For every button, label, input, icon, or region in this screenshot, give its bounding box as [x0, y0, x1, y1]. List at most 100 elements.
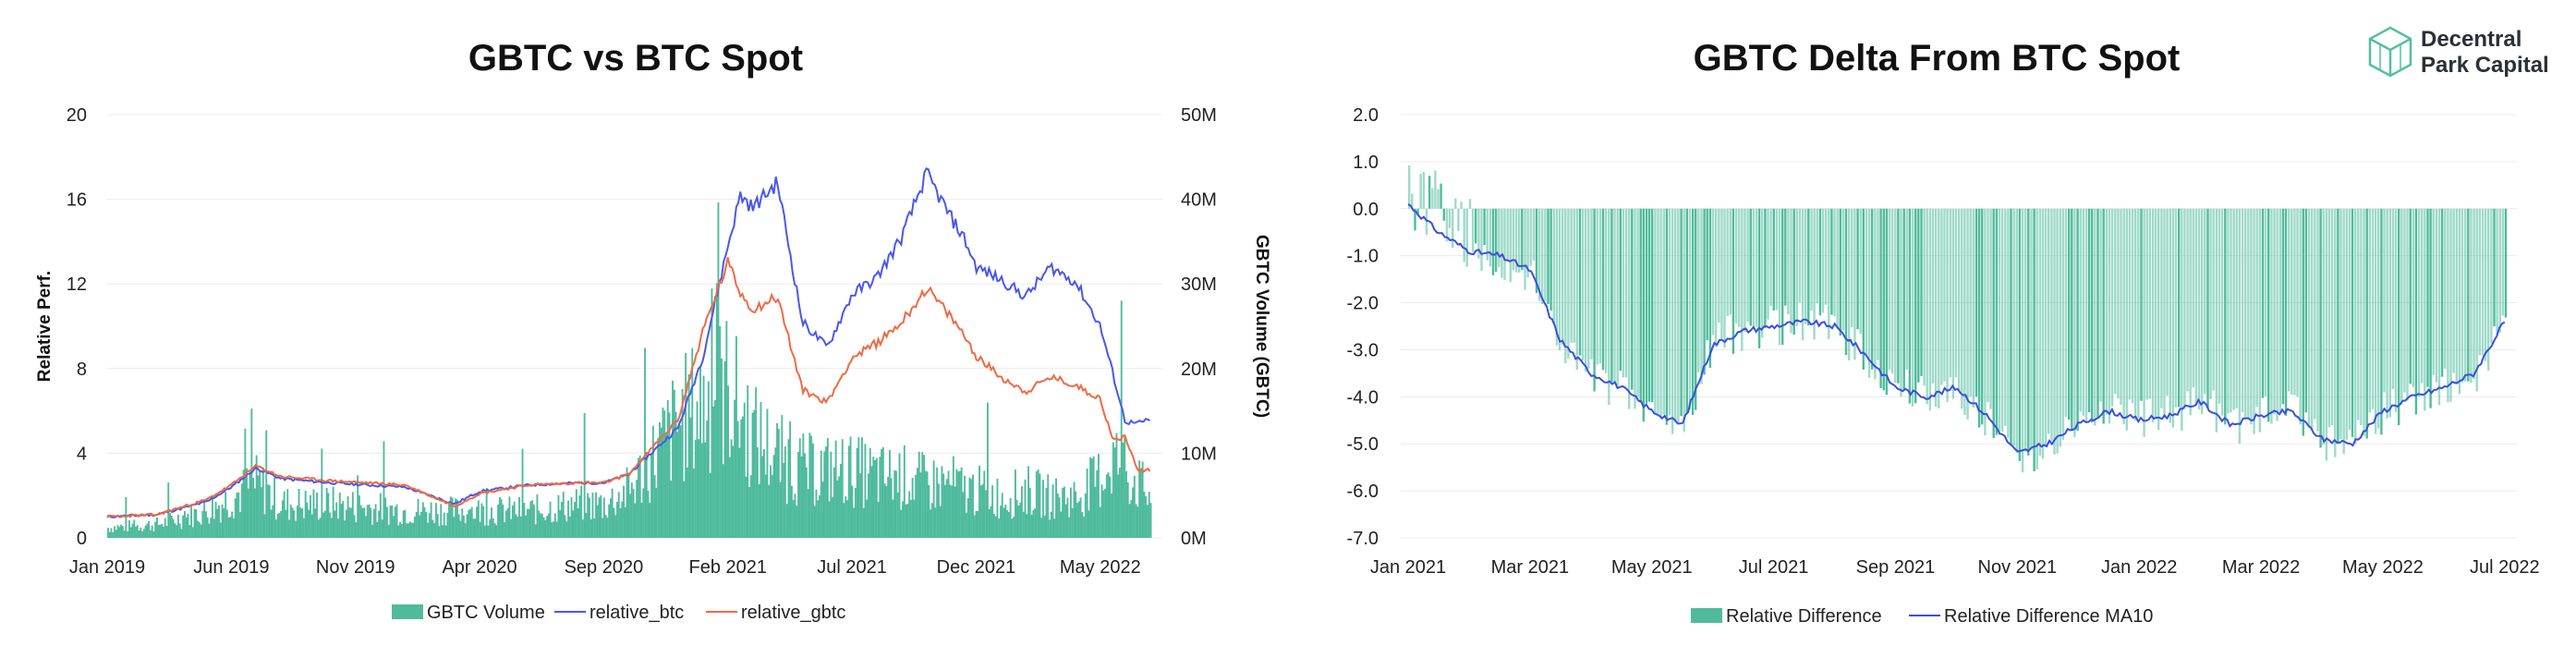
volume-bar	[685, 352, 687, 538]
difference-bar	[1416, 208, 1419, 216]
volume-bar	[252, 478, 255, 538]
volume-bar	[759, 402, 762, 538]
y2-tick-label: 20M	[1181, 360, 1217, 380]
volume-bar	[240, 483, 243, 538]
volume-bar	[484, 525, 486, 538]
difference-bar	[1828, 208, 1830, 339]
volume-bar	[787, 439, 790, 538]
x-tick-label: Dec 2021	[937, 557, 1016, 578]
volume-bar	[915, 474, 917, 538]
difference-bar	[2174, 208, 2178, 408]
difference-bar	[1998, 208, 2001, 433]
difference-bar	[2110, 208, 2114, 407]
difference-bar	[1720, 208, 1723, 340]
volume-bar	[714, 400, 716, 538]
difference-bar	[2134, 208, 2137, 421]
volume-bar	[408, 521, 411, 538]
difference-bar	[2056, 208, 2059, 454]
volume-bar	[791, 485, 793, 538]
difference-bar	[2406, 208, 2409, 401]
volume-bar	[722, 464, 724, 538]
volume-bar	[430, 502, 432, 538]
difference-bar	[1729, 208, 1732, 315]
volume-bar	[709, 472, 711, 538]
difference-bar	[2484, 208, 2487, 361]
volume-bar	[449, 496, 452, 538]
difference-bar	[1961, 208, 1963, 409]
volume-bar	[510, 518, 513, 538]
volume-bar	[497, 504, 499, 538]
difference-bar	[2038, 208, 2042, 457]
volume-bar	[371, 524, 373, 538]
legend-label-gbtc-volume: GBTC Volume	[427, 603, 545, 623]
volume-bar	[869, 447, 871, 538]
difference-bar	[1596, 208, 1598, 365]
volume-bar	[213, 518, 215, 538]
volume-bar	[957, 471, 960, 538]
volume-bar	[909, 499, 912, 538]
y-tick-label: 0	[77, 529, 87, 549]
logo-line-2: Park Capital	[2421, 53, 2549, 78]
volume-bar	[146, 523, 149, 538]
volume-bar	[557, 494, 560, 538]
difference-bar	[2076, 208, 2079, 431]
difference-bar	[2330, 208, 2334, 426]
volume-bar	[687, 373, 690, 538]
difference-bar	[2267, 208, 2270, 422]
volume-bar	[624, 506, 626, 538]
volume-bar	[446, 513, 449, 538]
difference-bar	[1639, 208, 1642, 403]
series-relative-difference-ma10	[1407, 203, 2506, 453]
difference-bar	[2403, 208, 2406, 393]
volume-bar	[985, 490, 988, 538]
difference-bar	[2154, 208, 2157, 419]
volume-bar	[846, 500, 848, 538]
volume-bar	[498, 496, 501, 538]
volume-bar	[331, 518, 333, 538]
difference-bar	[2120, 208, 2122, 406]
volume-bar	[219, 522, 222, 538]
difference-bar	[1795, 208, 1798, 326]
volume-bar	[383, 441, 385, 538]
volume-bar	[184, 510, 186, 538]
volume-bar	[797, 452, 799, 538]
legend: Relative Difference Relative Difference M…	[1691, 606, 2153, 627]
legend-label-relative-difference: Relative Difference	[1726, 606, 1882, 627]
volume-bar	[1045, 488, 1048, 538]
volume-bar	[306, 502, 309, 538]
volume-bar	[804, 453, 806, 538]
volume-bar	[941, 466, 943, 538]
difference-bar	[2068, 208, 2071, 421]
volume-bar	[843, 503, 845, 538]
difference-bar	[1636, 208, 1639, 397]
volume-bar	[1077, 501, 1080, 538]
volume-bar	[1100, 484, 1103, 538]
volume-bar	[259, 471, 261, 538]
volume-bar	[195, 509, 198, 538]
difference-bar	[1844, 208, 1848, 356]
volume-bar	[866, 499, 869, 538]
volume-bar	[1132, 487, 1134, 538]
difference-bar	[2394, 208, 2398, 413]
difference-bar	[1477, 208, 1480, 259]
volume-bar	[638, 455, 641, 538]
volume-bar	[885, 486, 888, 538]
volume-bar	[431, 519, 434, 538]
difference-bar	[2383, 208, 2386, 393]
difference-bar	[2073, 208, 2076, 438]
chart-title: GBTC Delta From BTC Spot	[1694, 38, 2181, 79]
volume-bar	[832, 467, 835, 538]
volume-bar	[1143, 492, 1146, 538]
volume-bar	[1021, 486, 1023, 538]
volume-bar	[402, 510, 405, 538]
volume-bar	[676, 432, 679, 538]
volume-bar	[340, 504, 343, 538]
difference-bar	[2143, 208, 2145, 437]
volume-bar	[541, 513, 543, 538]
difference-bar	[1853, 208, 1856, 360]
x-tick-label: Jul 2021	[817, 557, 887, 578]
difference-bar	[2012, 208, 2015, 446]
difference-bar	[1616, 208, 1619, 386]
volume-bar	[665, 433, 667, 538]
volume-bar	[945, 479, 948, 538]
